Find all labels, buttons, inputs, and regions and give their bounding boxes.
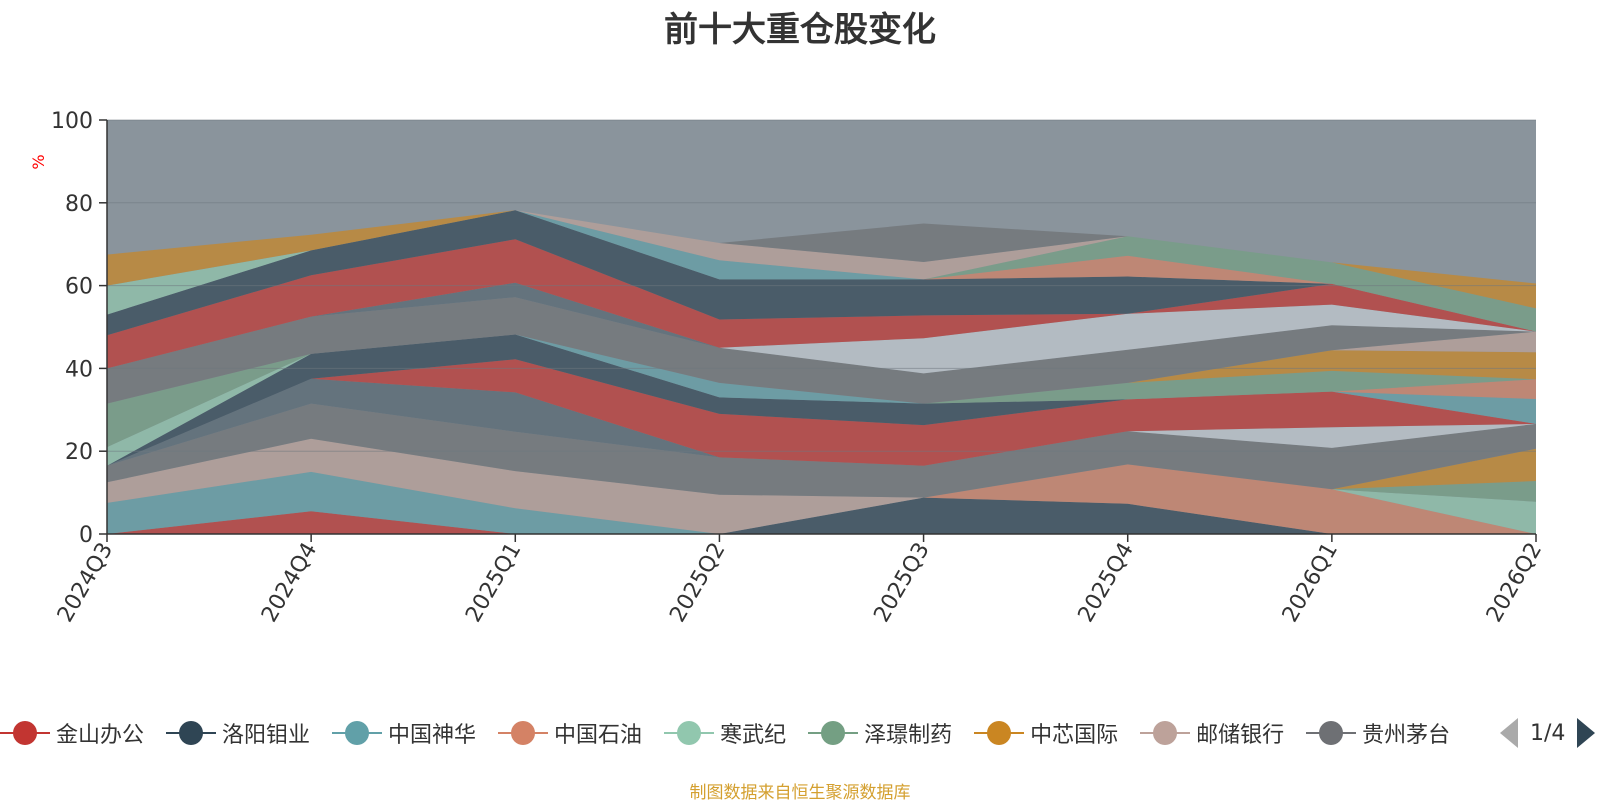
area-series-9 bbox=[107, 403, 1536, 498]
legend-marker-icon bbox=[498, 721, 549, 745]
legend-marker-icon bbox=[664, 721, 715, 745]
area-series-10 bbox=[107, 378, 1536, 466]
legend-label: 中国神华 bbox=[388, 723, 477, 748]
legend-item[interactable]: 泽璟制药 bbox=[808, 716, 952, 750]
x-tick-label: 2025Q2 bbox=[665, 539, 730, 627]
x-tick-label: 2025Q1 bbox=[461, 539, 526, 627]
x-tick-label: 2025Q3 bbox=[869, 539, 934, 627]
x-tick-label: 2026Q1 bbox=[1278, 539, 1343, 627]
legend-pager: 1/4 bbox=[1500, 716, 1596, 750]
legend-prev-page-icon[interactable] bbox=[1500, 718, 1518, 748]
legend-label: 中芯国际 bbox=[1030, 723, 1119, 748]
area-series-24 bbox=[107, 210, 1536, 336]
legend-item[interactable]: 金山办公 bbox=[0, 716, 144, 750]
area-series-1 bbox=[107, 511, 1536, 534]
area-series-4 bbox=[107, 464, 1536, 534]
legend-item[interactable]: 中国神华 bbox=[332, 716, 476, 750]
area-series-14 bbox=[107, 334, 1536, 466]
legend-marker-icon bbox=[974, 721, 1025, 745]
y-tick-label: 20 bbox=[65, 440, 93, 465]
legend-item[interactable]: 中国石油 bbox=[498, 716, 642, 750]
x-tick-label: 2024Q3 bbox=[53, 539, 118, 627]
grid-lines bbox=[107, 119, 1536, 452]
legend-page-indicator: 1/4 bbox=[1530, 720, 1566, 746]
area-series-20 bbox=[107, 297, 1536, 404]
legend-marker-icon bbox=[0, 721, 50, 745]
chart-title: 前十大重仓股变化 bbox=[664, 10, 936, 50]
legend-marker-icon bbox=[1306, 721, 1357, 745]
x-tick-label: 2025Q4 bbox=[1074, 539, 1139, 627]
legend: 金山办公 洛阳钼业 中国神华 中国石油 寒武纪 泽璟制药 中芯国际 邮储银行 贵州茅台 1/4 bbox=[0, 716, 1600, 750]
area-series-25 bbox=[107, 210, 1536, 332]
area-series-31 bbox=[107, 210, 1536, 284]
legend-label: 泽璟制药 bbox=[864, 723, 953, 748]
area-series-group bbox=[107, 120, 1536, 534]
area-series-22 bbox=[107, 282, 1536, 374]
area-series-23 bbox=[107, 239, 1536, 369]
area-series-3 bbox=[107, 471, 1536, 534]
y-tick-label: 80 bbox=[65, 192, 93, 217]
y-tick-label: 100 bbox=[51, 109, 93, 134]
legend-label: 寒武纪 bbox=[720, 723, 787, 748]
legend-label: 邮储银行 bbox=[1196, 723, 1285, 748]
legend-label: 洛阳钼业 bbox=[222, 723, 311, 748]
legend-label: 贵州茅台 bbox=[1362, 723, 1451, 748]
legend-item[interactable]: 中芯国际 bbox=[974, 716, 1118, 750]
y-tick-label: 0 bbox=[79, 523, 93, 548]
legend-label: 中国石油 bbox=[554, 723, 643, 748]
legend-marker-icon bbox=[332, 721, 383, 745]
area-series-28 bbox=[107, 210, 1536, 332]
y-tick-label: 40 bbox=[65, 357, 93, 382]
legend-item[interactable]: 寒武纪 bbox=[664, 716, 786, 750]
legend-item[interactable]: 邮储银行 bbox=[1140, 716, 1284, 750]
legend-item[interactable]: 洛阳钼业 bbox=[166, 716, 310, 750]
area-series-30 bbox=[107, 210, 1536, 284]
legend-next-page-icon[interactable] bbox=[1577, 718, 1596, 748]
legend-label: 金山办公 bbox=[56, 723, 145, 748]
data-source-note: 制图数据来自恒生聚源数据库 bbox=[689, 783, 911, 803]
stacked-area-chart: 0 20 40 60 80 100 2024Q3 2024Q4 2025Q1 2025Q2 2025… bbox=[29, 109, 1547, 627]
y-axis-label: % bbox=[29, 154, 48, 169]
area-series-18 bbox=[107, 334, 1536, 404]
x-tick-label: 2024Q4 bbox=[257, 539, 322, 627]
area-series-17 bbox=[107, 334, 1536, 448]
area-series-12 bbox=[107, 359, 1536, 466]
legend-items: 金山办公 洛阳钼业 中国神华 中国石油 寒武纪 泽璟制药 中芯国际 邮储银行 贵州茅台 bbox=[0, 716, 1482, 750]
legend-marker-icon bbox=[166, 721, 217, 745]
x-tick-label: 2026Q2 bbox=[1482, 539, 1547, 627]
legend-item[interactable]: 贵州茅台 bbox=[1306, 716, 1450, 750]
legend-marker-icon bbox=[808, 721, 859, 745]
area-series-2 bbox=[107, 497, 1536, 534]
area-series-8 bbox=[107, 438, 1536, 534]
legend-marker-icon bbox=[1140, 721, 1191, 745]
y-tick-label: 60 bbox=[65, 275, 93, 300]
